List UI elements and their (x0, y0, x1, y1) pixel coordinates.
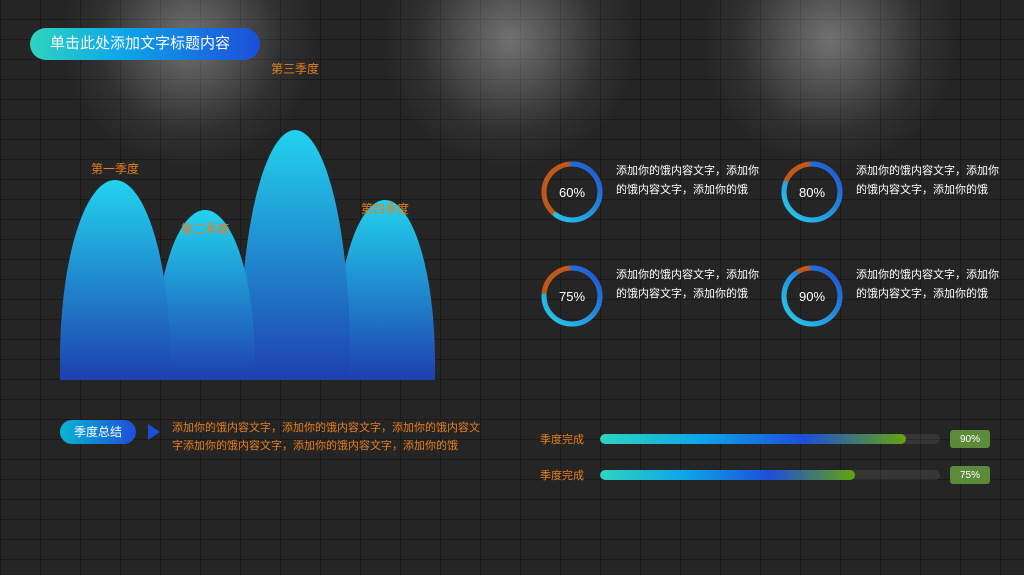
donut-text: 添加你的饿内容文字，添加你的饿内容文字，添加你的饿 (616, 160, 760, 199)
donut-text: 添加你的饿内容文字，添加你的饿内容文字，添加你的饿 (856, 264, 1000, 303)
donut-item: 75% 添加你的饿内容文字，添加你的饿内容文字，添加你的饿 (540, 264, 760, 328)
summary-text: 添加你的饿内容文字，添加你的饿内容文字，添加你的饿内容文字添加你的饿内容文字，添… (172, 420, 480, 455)
donut-item: 60% 添加你的饿内容文字，添加你的饿内容文字，添加你的饿 (540, 160, 760, 224)
arrow-icon (148, 424, 160, 440)
donut-chart: 75% (540, 264, 604, 328)
progress-fill (600, 470, 855, 480)
donut-grid: 60% 添加你的饿内容文字，添加你的饿内容文字，添加你的饿 80% 添加你的饿内容文… (540, 160, 1000, 328)
donut-chart: 60% (540, 160, 604, 224)
donut-text: 添加你的饿内容文字，添加你的饿内容文字，添加你的饿 (616, 264, 760, 303)
donut-item: 80% 添加你的饿内容文字，添加你的饿内容文字，添加你的饿 (780, 160, 1000, 224)
progress-label: 季度完成 (540, 431, 590, 447)
chart-peak (240, 130, 350, 380)
peak-label: 第二季度 (181, 220, 229, 237)
peak-label: 第三季度 (271, 60, 319, 77)
page-title: 单击此处添加文字标题内容 (30, 28, 260, 60)
progress-percent: 75% (950, 466, 990, 484)
donut-percent: 60% (540, 160, 604, 224)
donut-chart: 80% (780, 160, 844, 224)
summary-row: 季度总结 添加你的饿内容文字，添加你的饿内容文字，添加你的饿内容文字添加你的饿内… (60, 420, 480, 455)
peak-label: 第四季度 (361, 200, 409, 217)
donut-percent: 75% (540, 264, 604, 328)
peak-label: 第一季度 (91, 160, 139, 177)
progress-track (600, 434, 940, 444)
progress-fill (600, 434, 906, 444)
chart-peak (60, 180, 170, 380)
progress-area: 季度完成 90% 季度完成 75% (540, 430, 990, 502)
donut-percent: 80% (780, 160, 844, 224)
progress-row: 季度完成 75% (540, 466, 990, 484)
donut-percent: 90% (780, 264, 844, 328)
progress-track (600, 470, 940, 480)
donut-text: 添加你的饿内容文字，添加你的饿内容文字，添加你的饿 (856, 160, 1000, 199)
progress-label: 季度完成 (540, 467, 590, 483)
progress-row: 季度完成 90% (540, 430, 990, 448)
donut-item: 90% 添加你的饿内容文字，添加你的饿内容文字，添加你的饿 (780, 264, 1000, 328)
chart-peak (335, 200, 435, 380)
summary-pill: 季度总结 (60, 420, 136, 444)
progress-percent: 90% (950, 430, 990, 448)
peak-chart: 第一季度第二季度第三季度第四季度 (60, 130, 440, 380)
donut-chart: 90% (780, 264, 844, 328)
